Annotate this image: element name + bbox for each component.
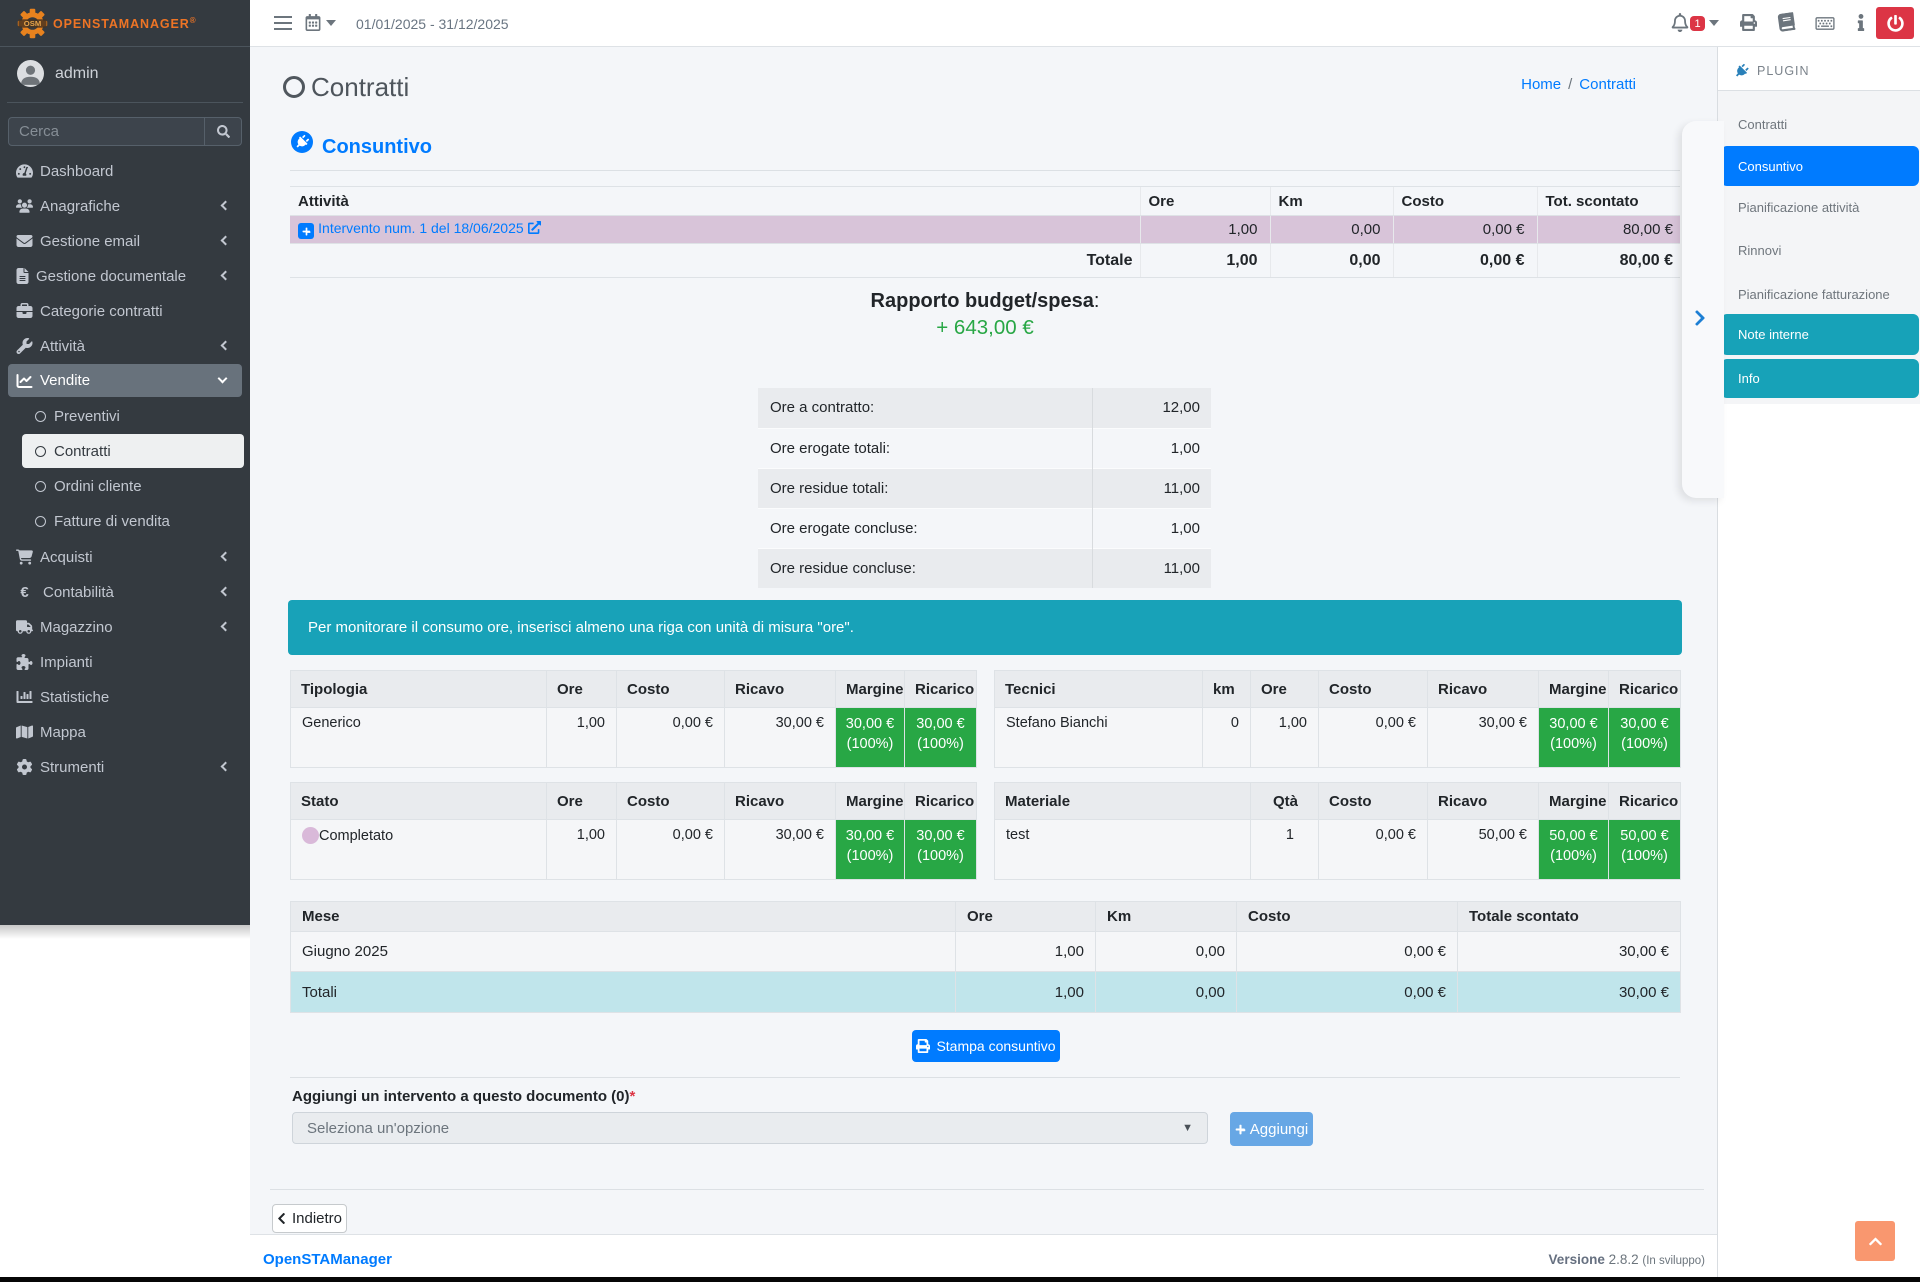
svg-text:OSM: OSM [24, 19, 42, 28]
